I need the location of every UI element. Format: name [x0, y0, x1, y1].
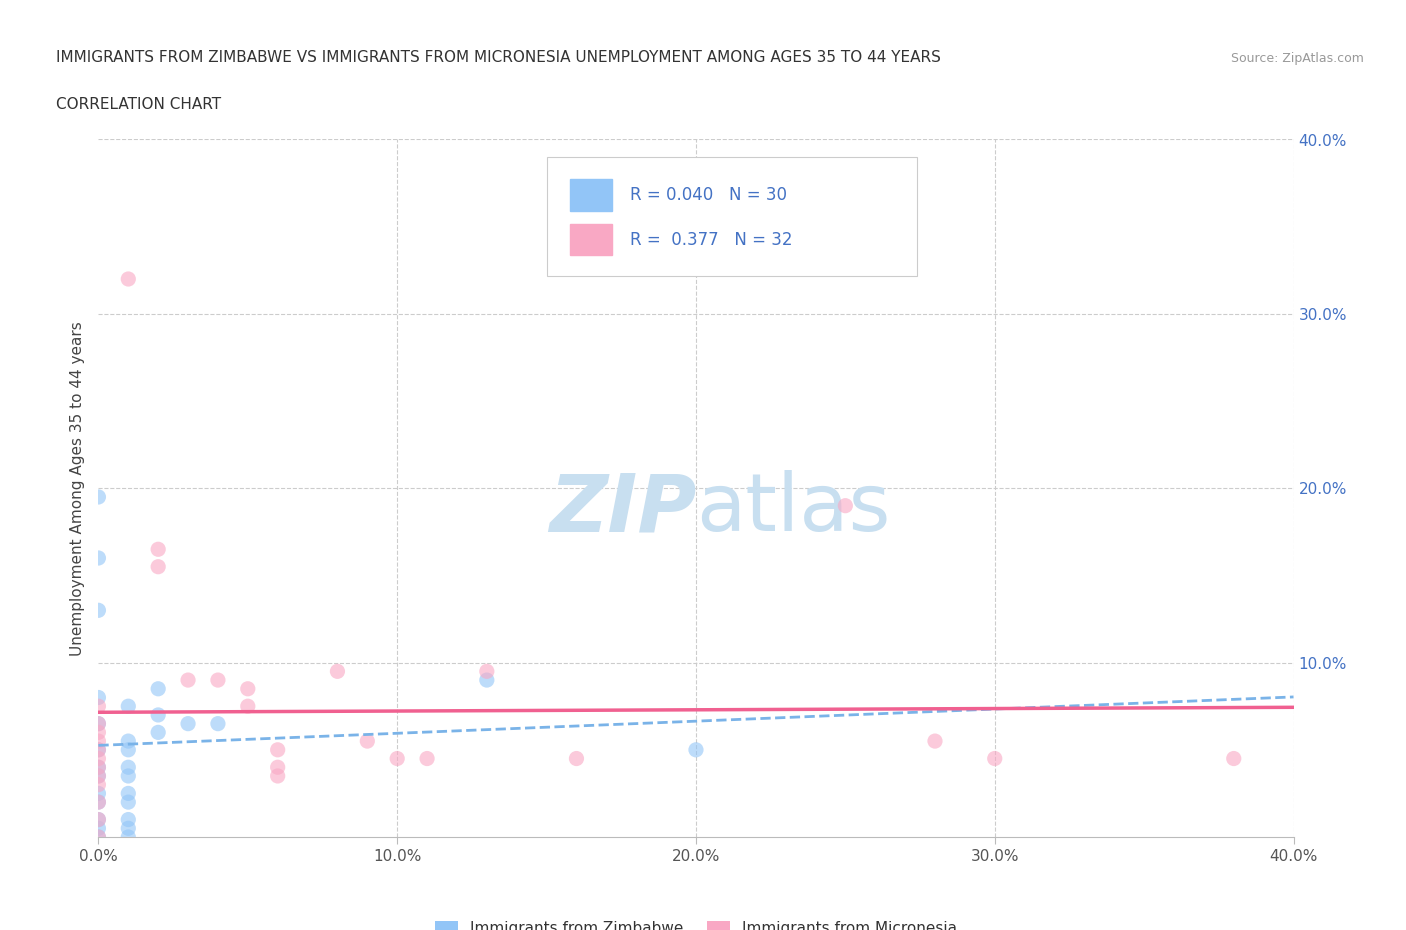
Point	[177, 716, 200, 731]
Text: ZIP: ZIP	[548, 471, 696, 548]
Point	[267, 760, 290, 775]
Y-axis label: Unemployment Among Ages 35 to 44 years: Unemployment Among Ages 35 to 44 years	[69, 321, 84, 656]
Point	[87, 742, 110, 757]
Legend: Immigrants from Zimbabwe, Immigrants from Micronesia: Immigrants from Zimbabwe, Immigrants fro…	[429, 914, 963, 930]
Point	[475, 664, 498, 679]
Point	[685, 742, 707, 757]
Point	[87, 760, 110, 775]
Point	[87, 821, 110, 836]
Point	[87, 690, 110, 705]
Point	[117, 698, 139, 713]
Point	[117, 812, 139, 827]
Point	[87, 812, 110, 827]
Point	[565, 751, 588, 766]
Point	[148, 725, 170, 740]
Point	[87, 830, 110, 844]
Point	[236, 698, 259, 713]
Point	[117, 768, 139, 783]
Text: Source: ZipAtlas.com: Source: ZipAtlas.com	[1230, 52, 1364, 65]
Point	[834, 498, 856, 513]
Point	[326, 664, 349, 679]
Point	[117, 830, 139, 844]
Point	[87, 777, 110, 792]
Point	[1223, 751, 1246, 766]
Point	[87, 830, 110, 844]
Point	[385, 751, 409, 766]
Point	[117, 760, 139, 775]
Point	[148, 708, 170, 723]
Point	[87, 768, 110, 783]
Point	[416, 751, 439, 766]
Point	[87, 786, 110, 801]
Bar	[571, 224, 613, 256]
Point	[87, 751, 110, 766]
Point	[356, 734, 378, 749]
FancyBboxPatch shape	[547, 157, 917, 275]
Point	[87, 742, 110, 757]
Point	[117, 272, 139, 286]
Point	[207, 716, 229, 731]
Point	[475, 672, 498, 687]
Point	[148, 559, 170, 574]
Point	[924, 734, 946, 749]
Point	[87, 812, 110, 827]
Point	[87, 551, 110, 565]
Point	[87, 794, 110, 809]
Point	[267, 742, 290, 757]
Point	[87, 768, 110, 783]
Point	[87, 698, 110, 713]
Point	[117, 794, 139, 809]
Text: R = 0.040   N = 30: R = 0.040 N = 30	[630, 186, 787, 204]
Bar	[571, 179, 613, 211]
Point	[87, 734, 110, 749]
Point	[87, 489, 110, 504]
Point	[87, 725, 110, 740]
Point	[87, 603, 110, 618]
Point	[117, 786, 139, 801]
Point	[236, 682, 259, 697]
Point	[983, 751, 1005, 766]
Point	[148, 682, 170, 697]
Point	[117, 734, 139, 749]
Point	[117, 742, 139, 757]
Point	[148, 542, 170, 557]
Point	[87, 760, 110, 775]
Point	[87, 716, 110, 731]
Text: R =  0.377   N = 32: R = 0.377 N = 32	[630, 231, 793, 248]
Text: IMMIGRANTS FROM ZIMBABWE VS IMMIGRANTS FROM MICRONESIA UNEMPLOYMENT AMONG AGES 3: IMMIGRANTS FROM ZIMBABWE VS IMMIGRANTS F…	[56, 50, 941, 65]
Text: atlas: atlas	[696, 471, 890, 548]
Point	[87, 716, 110, 731]
Point	[177, 672, 200, 687]
Text: CORRELATION CHART: CORRELATION CHART	[56, 97, 221, 112]
Point	[207, 672, 229, 687]
Point	[267, 768, 290, 783]
Point	[87, 794, 110, 809]
Point	[117, 821, 139, 836]
